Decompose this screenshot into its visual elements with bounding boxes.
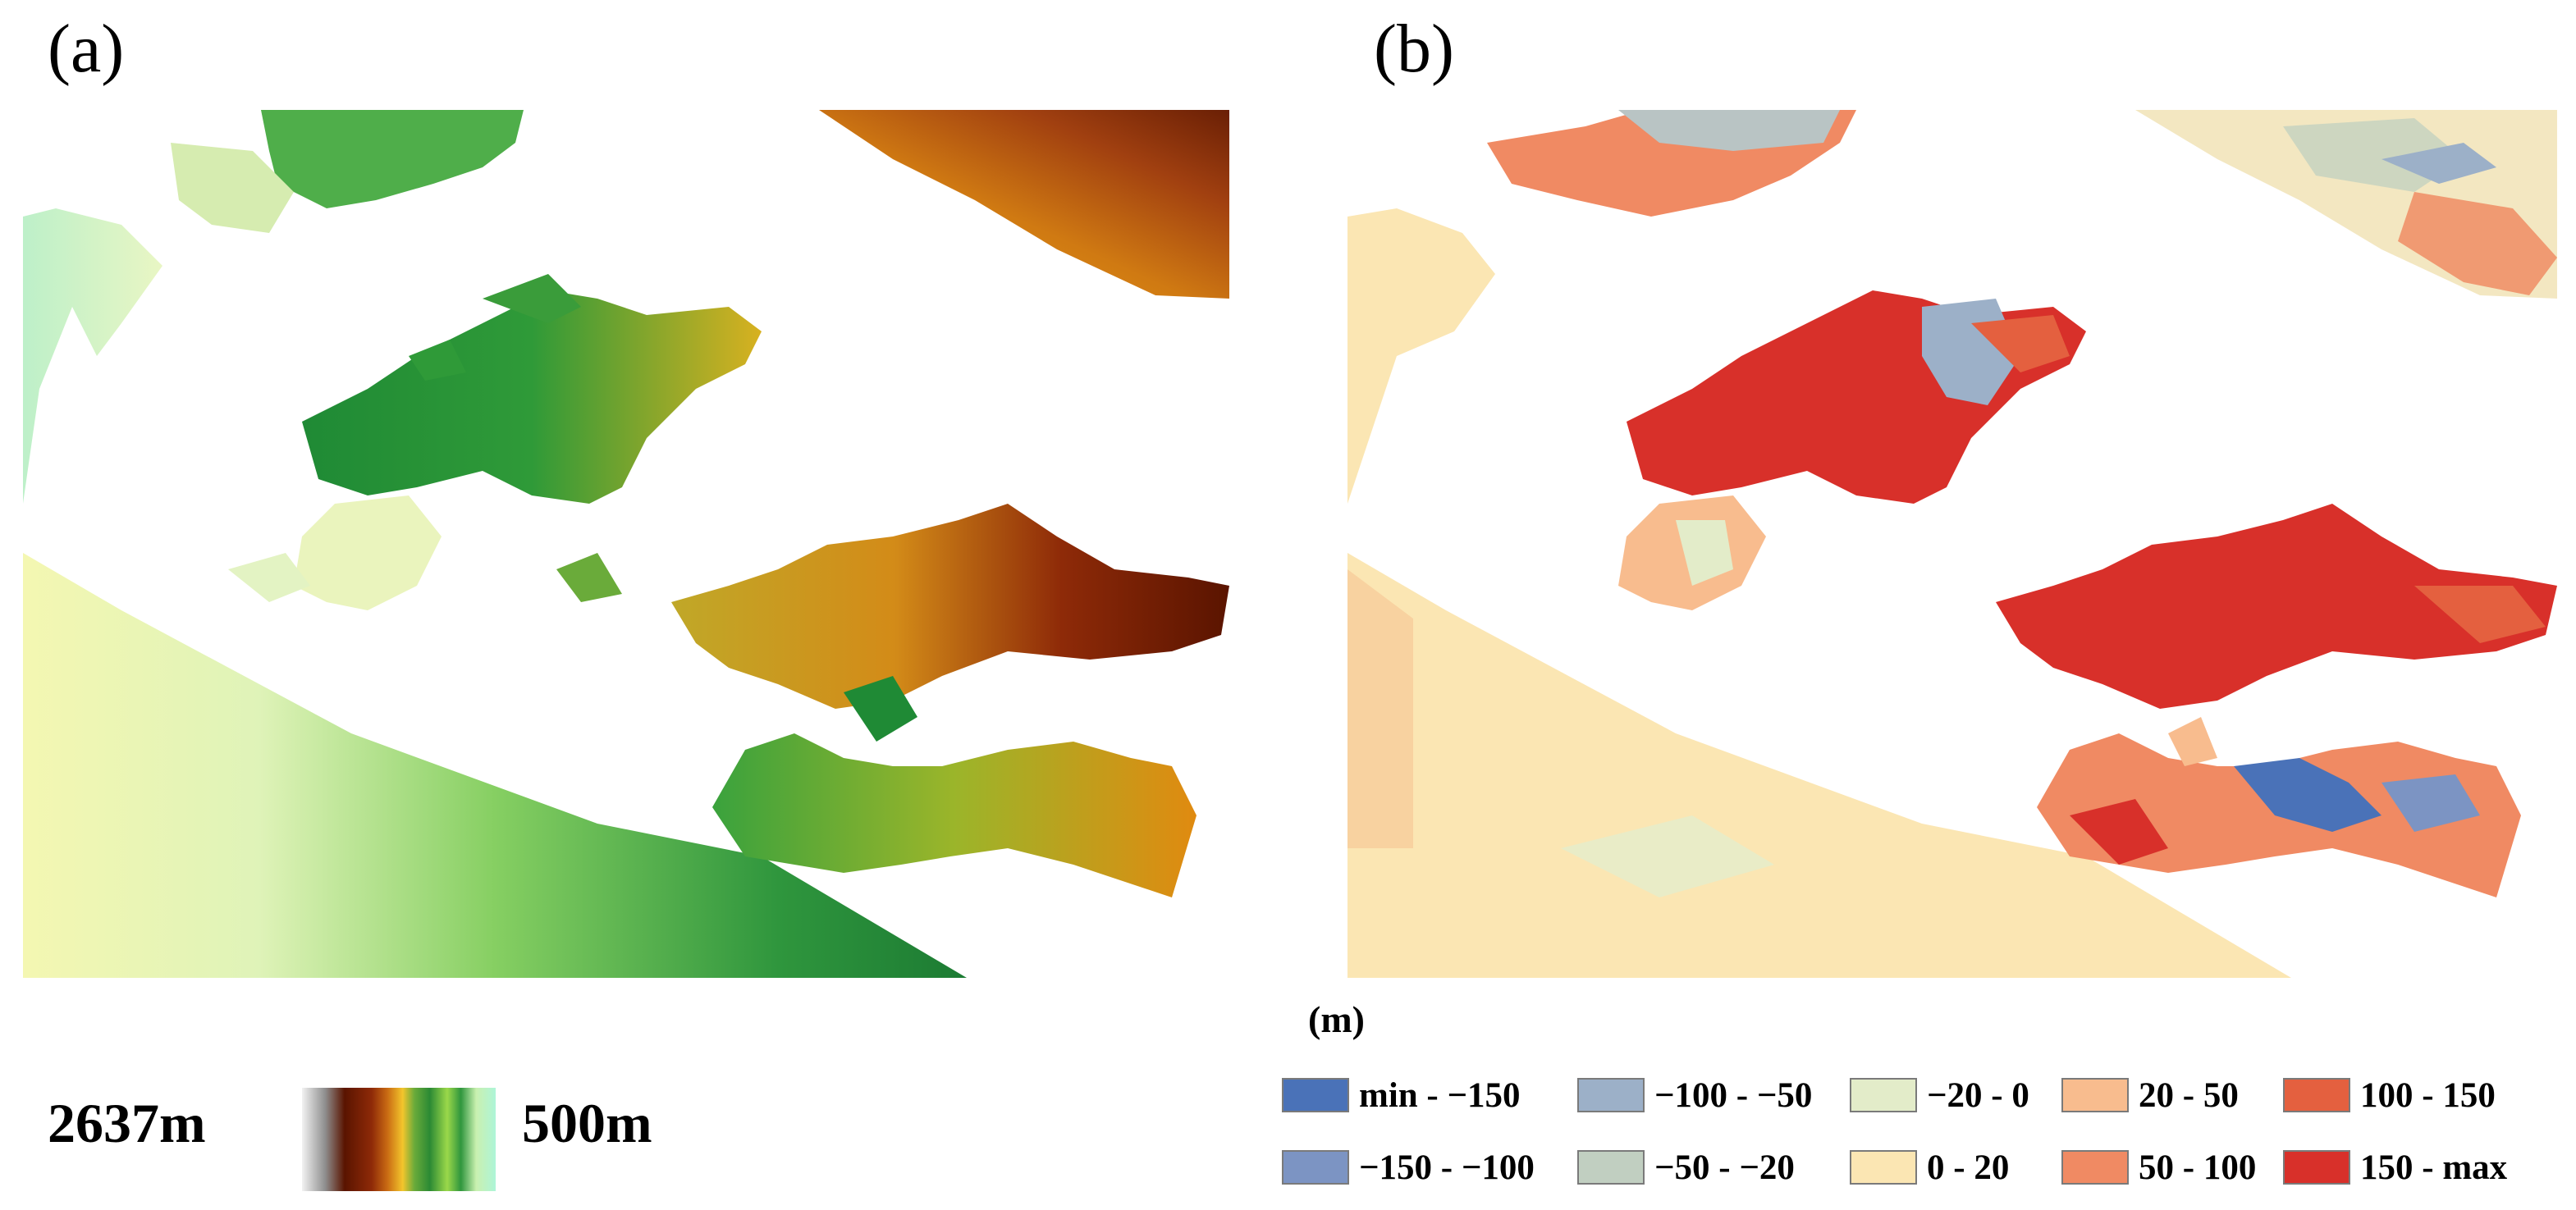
legend-label: 150 - max bbox=[2360, 1148, 2508, 1187]
legend-swatch bbox=[1282, 1150, 1349, 1185]
legend-swatch bbox=[1577, 1150, 1645, 1185]
legend-item: 150 - max bbox=[2283, 1147, 2507, 1188]
legend-label: −150 - −100 bbox=[1359, 1148, 1535, 1187]
legend-label: 0 - 20 bbox=[1927, 1148, 2010, 1187]
legend-item: −50 - −20 bbox=[1577, 1147, 1795, 1188]
elevation-scale-max-label: 500m bbox=[522, 1092, 652, 1154]
difference-map bbox=[1347, 110, 2557, 978]
legend-swatch bbox=[2061, 1150, 2129, 1185]
legend-label: 50 - 100 bbox=[2139, 1148, 2257, 1187]
legend-label: min - −150 bbox=[1359, 1075, 1521, 1115]
difference-map-image bbox=[1347, 110, 2557, 978]
legend-item: 50 - 100 bbox=[2061, 1147, 2256, 1188]
legend-label: −100 - −50 bbox=[1654, 1075, 1813, 1115]
legend-swatch bbox=[1850, 1150, 1917, 1185]
legend-item: 0 - 20 bbox=[1850, 1147, 2009, 1188]
elevation-map-image bbox=[23, 110, 1229, 978]
legend-item: min - −150 bbox=[1282, 1075, 1521, 1116]
legend-swatch bbox=[2283, 1078, 2350, 1112]
panel-b-label: (b) bbox=[1374, 11, 1454, 87]
legend-label: 20 - 50 bbox=[2139, 1075, 2239, 1115]
legend-item: 100 - 150 bbox=[2283, 1075, 2496, 1116]
legend-unit: (m) bbox=[1308, 998, 1365, 1040]
legend-swatch bbox=[1282, 1078, 1349, 1112]
legend-item: 20 - 50 bbox=[2061, 1075, 2239, 1116]
panel-a-label: (a) bbox=[48, 11, 125, 87]
elevation-map bbox=[23, 110, 1229, 978]
legend-swatch bbox=[2283, 1150, 2350, 1185]
legend-swatch bbox=[1850, 1078, 1917, 1112]
elevation-color-bar bbox=[302, 1088, 496, 1191]
legend-swatch bbox=[2061, 1078, 2129, 1112]
legend-label: 100 - 150 bbox=[2360, 1075, 2496, 1115]
elevation-scale-min-label: 2637m bbox=[48, 1092, 206, 1154]
legend-label: −50 - −20 bbox=[1654, 1148, 1795, 1187]
legend-label: −20 - 0 bbox=[1927, 1075, 2029, 1115]
legend-item: −100 - −50 bbox=[1577, 1075, 1812, 1116]
legend-item: −20 - 0 bbox=[1850, 1075, 2029, 1116]
legend-swatch bbox=[1577, 1078, 1645, 1112]
legend-item: −150 - −100 bbox=[1282, 1147, 1535, 1188]
